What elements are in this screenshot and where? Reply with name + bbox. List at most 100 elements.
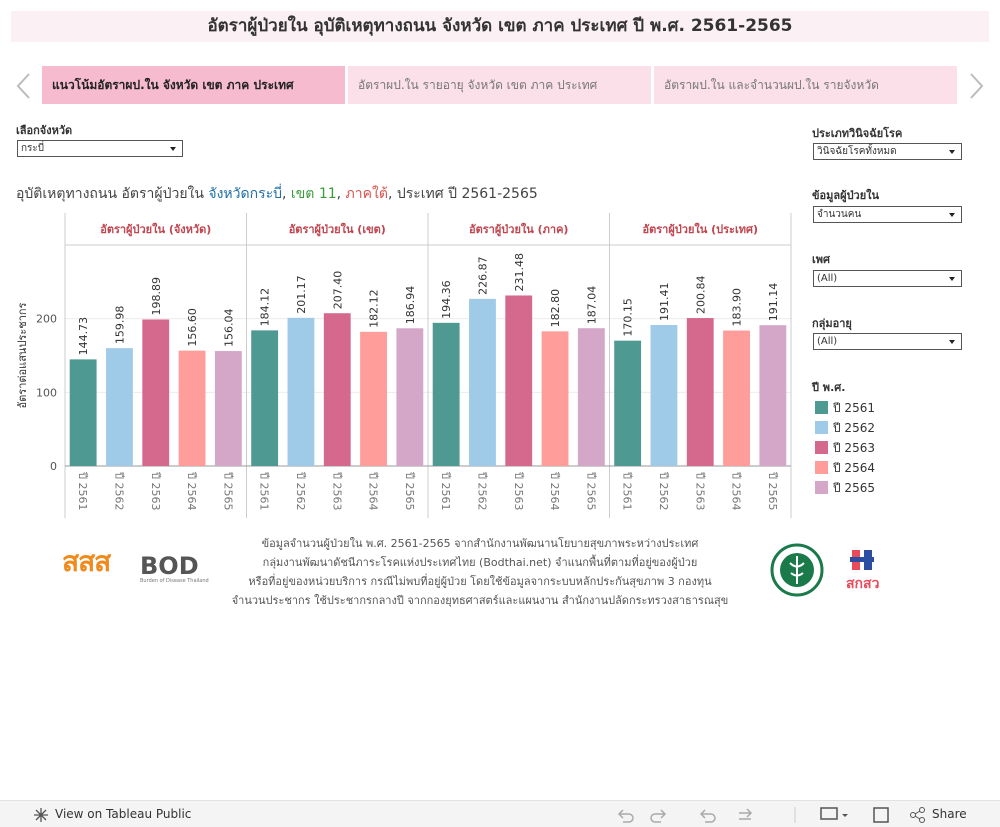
x-tick-label: ปี 2565 bbox=[221, 471, 234, 511]
panel-header: อัตราผู้ป่วยใน (ประเทศ) bbox=[643, 222, 758, 237]
bar bbox=[577, 328, 605, 466]
x-tick-label: ปี 2562 bbox=[112, 471, 125, 511]
bar bbox=[432, 322, 460, 466]
data-label: 198.89 bbox=[150, 277, 163, 316]
data-label: 159.98 bbox=[113, 306, 126, 345]
legend-title: ปี พ.ศ. bbox=[811, 381, 845, 394]
footer-text: ข้อมูลจำนวนผู้ป่วยใน พ.ศ. 2561-2565 จากส… bbox=[261, 537, 699, 550]
share-button[interactable]: Share bbox=[932, 807, 967, 821]
title-part: ภาคใต้ bbox=[345, 186, 388, 202]
data-label: 207.40 bbox=[331, 271, 344, 310]
filter-label: ข้อมูลผู้ป่วยใน bbox=[812, 189, 880, 202]
tableau-icon bbox=[34, 808, 48, 822]
data-label: 182.80 bbox=[549, 289, 562, 328]
tab-prev[interactable] bbox=[14, 72, 34, 100]
filter-label: เลือกจังหวัด bbox=[16, 124, 73, 137]
logo: BOD bbox=[140, 552, 199, 580]
view-on-public[interactable]: View on Tableau Public bbox=[55, 807, 192, 821]
title-part: จังหวัดกระบี่ bbox=[208, 186, 283, 202]
share-icon bbox=[910, 807, 925, 823]
toolbar: View on Tableau Public Share bbox=[0, 800, 1000, 827]
data-label: 183.90 bbox=[731, 288, 744, 327]
x-tick-label: ปี 2562 bbox=[657, 471, 670, 511]
footer-text: กลุ่มงานพัฒนาดัชนีภาระโรคแห่งประเทศไทย (… bbox=[262, 556, 698, 569]
data-label: 144.73 bbox=[77, 317, 90, 356]
bar bbox=[650, 324, 678, 466]
data-label: 194.36 bbox=[440, 280, 453, 319]
logo-caption: Burden of Disease Thailand bbox=[140, 578, 209, 584]
dropdown[interactable]: (All) bbox=[813, 270, 962, 287]
x-tick-label: ปี 2565 bbox=[584, 471, 597, 511]
x-tick-label: ปี 2561 bbox=[621, 471, 634, 511]
bar bbox=[323, 313, 351, 466]
data-label: 226.87 bbox=[476, 256, 489, 295]
legend-label: ปี 2562 bbox=[832, 421, 875, 435]
panel-header: อัตราผู้ป่วยใน (จังหวัด) bbox=[100, 222, 211, 237]
x-tick-label: ปี 2564 bbox=[548, 471, 561, 511]
title-part: , bbox=[336, 186, 346, 202]
logo-icon bbox=[850, 550, 874, 570]
bar bbox=[69, 359, 97, 466]
bar bbox=[723, 330, 750, 466]
legend-label: ปี 2563 bbox=[832, 441, 875, 455]
bar bbox=[541, 331, 569, 466]
legend-label: ปี 2565 bbox=[832, 481, 875, 495]
legend-swatch bbox=[815, 401, 828, 414]
data-label: 184.12 bbox=[259, 288, 272, 327]
x-tick-label: ปี 2565 bbox=[403, 471, 416, 511]
title-part: เขต 11 bbox=[290, 186, 337, 202]
x-tick-label: ปี 2561 bbox=[76, 471, 89, 511]
x-tick-label: ปี 2562 bbox=[294, 471, 307, 511]
dropdown[interactable]: (All) bbox=[813, 333, 962, 350]
dropdown[interactable]: กระบี่ bbox=[17, 140, 183, 157]
panel-header: อัตราผู้ป่วยใน (ภาค) bbox=[469, 222, 568, 237]
chart-title: อุบัติเหตุทางถนน อัตราผู้ป่วยใน จังหวัดก… bbox=[16, 183, 538, 205]
title-part: อุบัติเหตุทางถนน อัตราผู้ป่วยใน bbox=[16, 186, 209, 202]
y-tick-label: 0 bbox=[50, 460, 57, 473]
bar bbox=[214, 351, 242, 466]
y-axis-label: อัตราต่อแสนประชากร bbox=[16, 302, 29, 408]
bar bbox=[759, 325, 787, 466]
legend-swatch bbox=[815, 421, 828, 434]
data-label: 200.84 bbox=[694, 276, 707, 315]
legend-swatch bbox=[815, 461, 828, 474]
data-label: 170.15 bbox=[622, 298, 635, 337]
bar bbox=[142, 319, 170, 466]
y-tick-label: 200 bbox=[36, 313, 57, 326]
dropdown[interactable]: จำนวนคน bbox=[813, 206, 962, 223]
bar bbox=[106, 348, 133, 466]
bar bbox=[396, 328, 424, 466]
tab[interactable]: อัตราผป.ใน รายอายุ จังหวัด เขต ภาค ประเท… bbox=[348, 66, 651, 104]
x-tick-label: ปี 2565 bbox=[766, 471, 779, 511]
x-tick-label: ปี 2563 bbox=[512, 471, 525, 511]
legend-swatch bbox=[815, 441, 828, 454]
filter-label: กลุ่มอายุ bbox=[812, 317, 852, 330]
data-label: 231.48 bbox=[513, 253, 526, 292]
panel-header: อัตราผู้ป่วยใน (เขต) bbox=[289, 222, 386, 237]
bar bbox=[469, 298, 496, 466]
data-label: 191.14 bbox=[767, 283, 780, 322]
x-tick-label: ปี 2562 bbox=[475, 471, 488, 511]
data-label: 186.94 bbox=[404, 286, 417, 325]
data-label: 182.12 bbox=[368, 289, 381, 328]
bar bbox=[686, 318, 714, 466]
legend-swatch bbox=[815, 481, 828, 494]
footer-text: จำนวนประชากร ใช้ประชากรกลางปี จากกองยุทธ… bbox=[231, 594, 729, 607]
x-tick-label: ปี 2563 bbox=[149, 471, 162, 511]
dropdown[interactable]: วินิจฉัยโรคทั้งหมด bbox=[813, 143, 962, 160]
x-tick-label: ปี 2564 bbox=[367, 471, 380, 511]
logo bbox=[770, 543, 824, 597]
dashboard-title: อัตราผู้ป่วยใน อุบัติเหตุทางถนน จังหวัด … bbox=[11, 11, 989, 42]
data-label: 156.04 bbox=[222, 309, 235, 348]
data-label: 187.04 bbox=[585, 286, 598, 325]
tab-next[interactable] bbox=[966, 72, 986, 100]
filter-label: ประเภทวินิจฉัยโรค bbox=[812, 127, 903, 140]
bar bbox=[251, 330, 279, 466]
bar bbox=[287, 317, 315, 466]
x-tick-label: ปี 2561 bbox=[439, 471, 452, 511]
tab[interactable]: แนวโน้มอัตราผป.ใน จังหวัด เขต ภาค ประเทศ bbox=[42, 66, 345, 104]
tab[interactable]: อัตราผป.ใน และจำนวนผป.ใน รายจังหวัด bbox=[654, 66, 957, 104]
data-label: 201.17 bbox=[295, 275, 308, 314]
title-part: , ประเทศ ปี 2561-2565 bbox=[387, 186, 538, 202]
